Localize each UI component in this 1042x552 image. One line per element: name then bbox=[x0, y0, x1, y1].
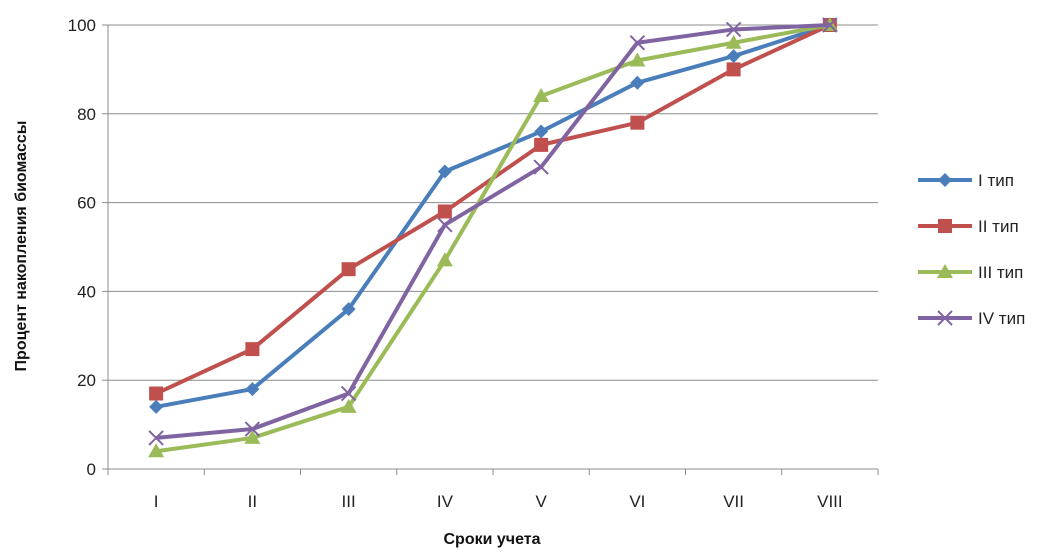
series-line bbox=[155, 23, 830, 440]
data-point bbox=[630, 115, 645, 130]
y-axis-label: Процент накопления биомассы bbox=[13, 121, 30, 372]
legend-marker bbox=[938, 173, 952, 187]
y-tick-label: 100 bbox=[68, 16, 96, 35]
x-axis-label: Сроки учета bbox=[444, 531, 541, 548]
data-point bbox=[245, 382, 260, 397]
legend-label: I тип bbox=[978, 171, 1014, 190]
data-point bbox=[341, 262, 356, 277]
series-4 bbox=[148, 17, 838, 446]
data-point bbox=[726, 49, 741, 64]
gridlines bbox=[108, 24, 878, 381]
data-point bbox=[341, 302, 356, 317]
x-tick-label: VI bbox=[629, 492, 645, 511]
legend-label: II тип bbox=[978, 217, 1019, 236]
y-tick-label: 60 bbox=[77, 194, 96, 213]
x-tick-label: V bbox=[535, 492, 547, 511]
data-point bbox=[245, 342, 260, 357]
data-point bbox=[437, 204, 452, 219]
data-point bbox=[533, 159, 549, 175]
data-point bbox=[148, 430, 164, 446]
data-point bbox=[822, 17, 838, 33]
legend-marker bbox=[937, 310, 953, 326]
y-tick-labels: 0 20 40 60 80 100 bbox=[68, 16, 96, 479]
axes bbox=[102, 24, 879, 475]
data-point bbox=[437, 164, 452, 179]
legend-label: IV тип bbox=[978, 309, 1025, 328]
data-point bbox=[340, 398, 357, 413]
series-line bbox=[155, 23, 831, 409]
data-point bbox=[534, 124, 549, 139]
data-point bbox=[437, 217, 453, 233]
legend-item: II тип bbox=[918, 217, 1019, 236]
legend-marker bbox=[938, 219, 952, 233]
data-point bbox=[533, 88, 550, 103]
legend-item: IV тип bbox=[918, 309, 1025, 328]
series-group bbox=[148, 17, 838, 458]
x-tick-labels: I II III IV V VI VII VIII bbox=[154, 492, 843, 511]
series-3 bbox=[148, 17, 838, 458]
series-2 bbox=[149, 18, 837, 401]
data-point bbox=[725, 21, 742, 38]
data-point bbox=[149, 399, 164, 414]
series-line bbox=[155, 23, 831, 454]
legend-item: I тип bbox=[918, 171, 1014, 190]
data-point bbox=[340, 385, 357, 402]
x-tick-label: I bbox=[154, 492, 159, 511]
legend-marker bbox=[937, 264, 953, 278]
y-tick-label: 80 bbox=[77, 105, 96, 124]
series-line bbox=[155, 23, 831, 396]
data-point bbox=[725, 34, 742, 49]
data-point bbox=[148, 443, 165, 458]
x-tick-label: IV bbox=[437, 492, 454, 511]
x-tick-label: VIII bbox=[817, 492, 843, 511]
data-point bbox=[629, 52, 646, 67]
y-tick-label: 0 bbox=[87, 460, 96, 479]
y-tick-label: 40 bbox=[77, 282, 96, 301]
legend-item: III тип bbox=[918, 263, 1023, 282]
data-point bbox=[244, 429, 261, 444]
series-1 bbox=[149, 18, 837, 414]
data-point bbox=[630, 75, 645, 90]
data-point bbox=[436, 252, 453, 267]
data-point bbox=[534, 137, 549, 152]
data-point bbox=[726, 62, 741, 77]
data-point bbox=[149, 386, 164, 401]
x-tick-label: II bbox=[248, 492, 257, 511]
data-point bbox=[244, 421, 261, 437]
y-tick-label: 20 bbox=[77, 371, 96, 390]
legend: I тип II тип III тип IV тип bbox=[918, 171, 1025, 328]
x-tick-label: III bbox=[342, 492, 356, 511]
x-tick-label: VII bbox=[723, 492, 744, 511]
data-point bbox=[629, 35, 646, 51]
legend-label: III тип bbox=[978, 263, 1023, 282]
